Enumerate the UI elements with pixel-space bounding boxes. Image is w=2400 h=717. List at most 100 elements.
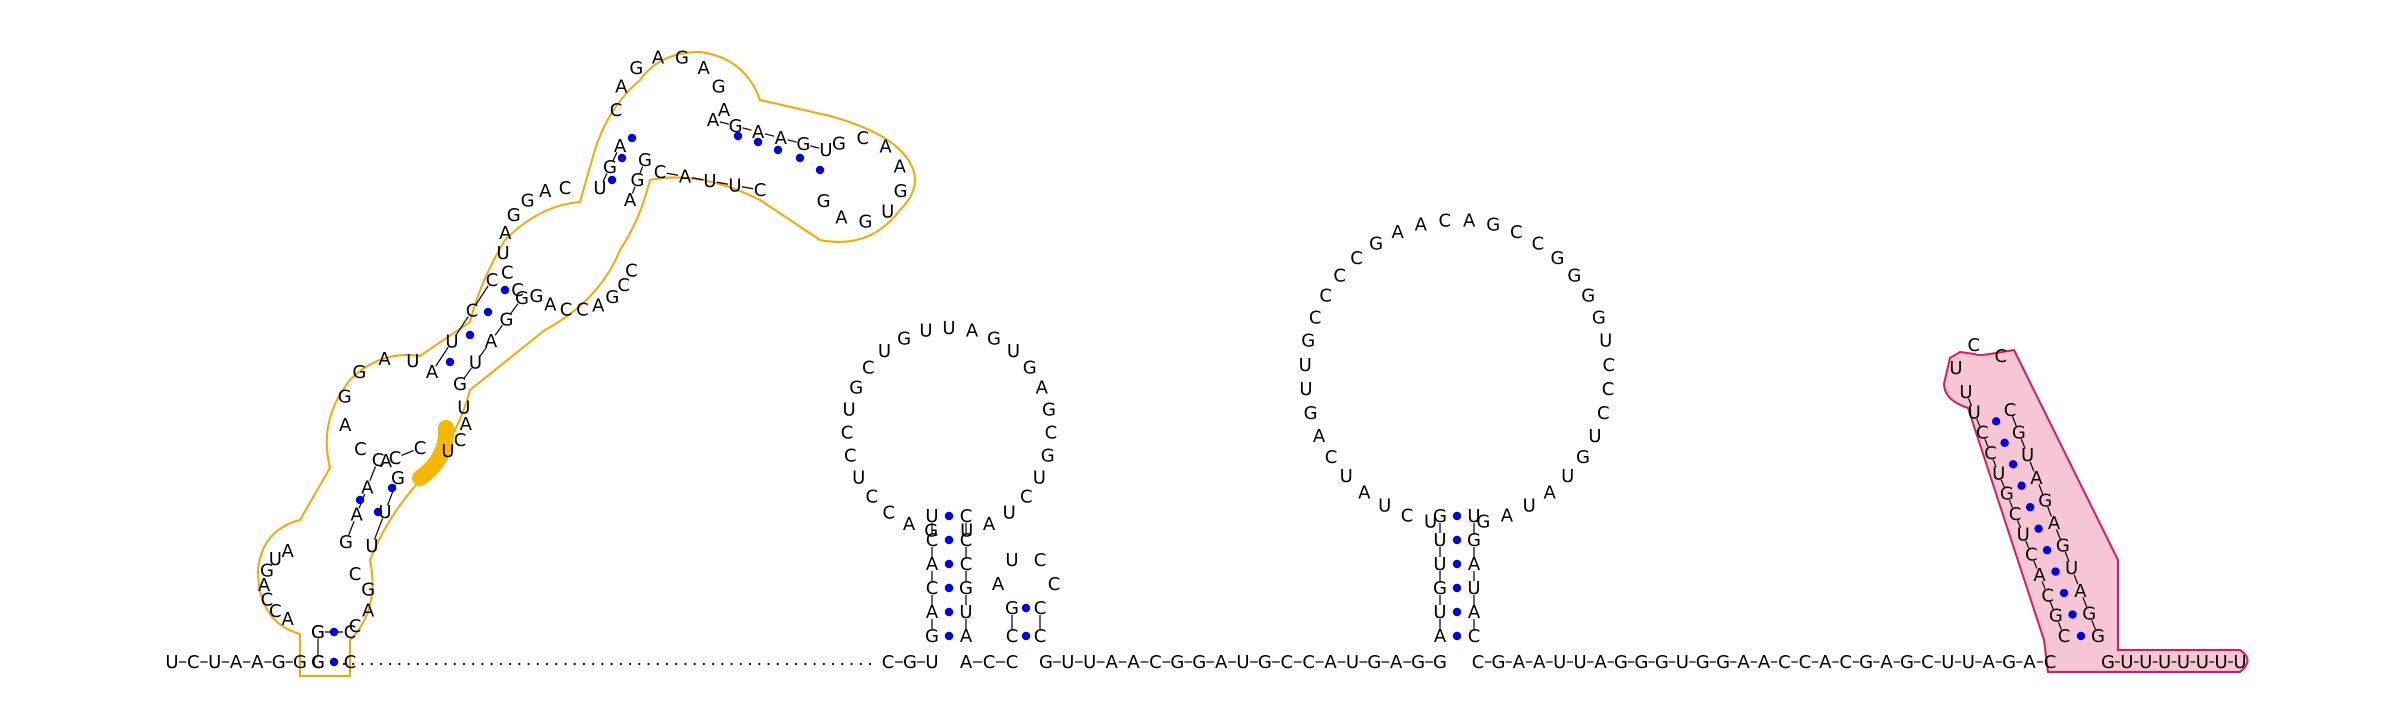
backbone-segment (631, 186, 636, 194)
tall-stem-3p: U (365, 536, 378, 557)
tall-branch-3p: A (679, 167, 692, 188)
hairpin-left-loop: U (269, 549, 282, 570)
linker-2-nucleotide: A (1533, 652, 1546, 673)
right-tail-nucleotide: U (2177, 652, 2190, 673)
hairpin-left-loop: G (260, 561, 274, 582)
backbone-lines (179, 121, 2233, 666)
right-tail-nucleotide: U (2215, 652, 2228, 673)
left-tail-nucleotide: U (208, 652, 221, 673)
unpaired-link-dot (656, 662, 659, 666)
right-tail-nucleotide: G (2101, 652, 2115, 673)
hairpin-1-stem-5p: A (926, 602, 939, 623)
base-pair-dot (1021, 631, 1031, 641)
hairpin-2-stem-3p: G (1467, 530, 1481, 551)
backbone-segment (435, 346, 449, 367)
hairpin-1-stem-5p: C (926, 530, 939, 551)
unpaired-link-dot (684, 662, 687, 666)
hairpin-right-stem-5p: G (2049, 606, 2063, 627)
unpaired-link-dot (776, 662, 779, 666)
hairpin-1-loop: U (878, 341, 891, 362)
linker-2-nucleotide: G (1655, 652, 1669, 673)
backbone-segment (639, 166, 644, 174)
hairpin-1-foot: G (903, 652, 917, 673)
hairpin-2-loop: U (1599, 331, 1612, 352)
linker-2-nucleotide: G (1859, 652, 1873, 673)
hairpin-2-loop: A (1392, 222, 1405, 243)
linker-2-nucleotide: A (1594, 652, 1607, 673)
backbone-segment (2008, 499, 2013, 508)
hairpin-2-stem-5p: A (1434, 626, 1447, 647)
tall-stem-5p: C (372, 450, 385, 471)
tall-stem-5p: A (614, 136, 627, 157)
hairpin-1-loop: U (842, 400, 855, 421)
unpaired-link-dot (545, 662, 549, 666)
hairpin-right-loop: C (1994, 346, 2007, 367)
base-pair-dot (617, 153, 627, 163)
right-tail-nucleotide: U (2139, 652, 2152, 673)
hairpin-left-stem: C (312, 652, 325, 673)
hairpin-2-stem-3p: A (1468, 554, 1481, 575)
hairpin-2-loop: U (1378, 496, 1391, 517)
backbone-segment (666, 172, 679, 176)
backbone-segment (2033, 560, 2038, 569)
right-tail-nucleotide: U (2158, 652, 2171, 673)
base-pair-dot (1452, 607, 1462, 617)
linker-1-nucleotide: G (1367, 652, 1381, 673)
hairpin-1-loop: G (1042, 400, 1056, 421)
tall-stem-3p: A (624, 190, 637, 211)
tall-branch-3p: C (654, 162, 667, 183)
hairpin-right-stem-3p: G (2012, 423, 2026, 444)
tall-interior-loop-2: C (501, 263, 514, 284)
hairpin-2-loop: C (1319, 285, 1332, 306)
backbone-segment (2000, 479, 2005, 488)
base-pair-dot (1452, 559, 1462, 569)
linker-2-nucleotide: G (1491, 652, 1505, 673)
unpaired-link-dot (481, 662, 484, 666)
hairpin-left-stem: G (311, 622, 325, 643)
base-pair-dot (1021, 603, 1031, 613)
unpaired-link-dot (582, 662, 586, 666)
hairpin-small-loop: U (1005, 550, 1018, 571)
base-pair-dot (944, 559, 954, 569)
hairpin-right-stem-5p: U (2017, 524, 2030, 545)
linker-2-nucleotide: A (1513, 652, 1526, 673)
unpaired-link-dot (361, 662, 364, 666)
backbone-segment (2017, 520, 2022, 529)
hairpin-right-stem-5p: U (1992, 463, 2005, 484)
hairpin-1-loop: G (849, 378, 863, 399)
hairpin-left-stem: C (344, 622, 357, 643)
highlight-regions (256, 50, 2249, 677)
backbone-segment (810, 145, 820, 149)
base-pair-dot (2017, 481, 2026, 490)
base-pair-dot (753, 137, 763, 147)
backbone-segment (716, 181, 729, 185)
tall-stem-3p: G (391, 468, 405, 489)
linker-1-nucleotide: G (1258, 652, 1272, 673)
unpaired-link-dot (453, 662, 456, 666)
tall-stem-5p: A (361, 477, 374, 498)
unpaired-link-dot (435, 662, 438, 666)
tall-hairpin-loop: G (629, 58, 643, 79)
hairpin-1-loop: U (1007, 341, 1020, 362)
hairpin-1-loop: C (1045, 423, 1058, 444)
tall-branch-3p: U (728, 176, 741, 197)
tall-stem-3p: G (500, 310, 514, 331)
unpaired-link-dot (721, 662, 724, 666)
backbone-segment (719, 121, 729, 125)
hairpin-2-loop: G (1476, 512, 1490, 533)
hairpin-left-loop: A (258, 575, 271, 596)
unpaired-link-dot (518, 662, 521, 666)
base-pair-dot (2034, 524, 2043, 533)
tall-interior-loop-2: G (605, 287, 619, 308)
unpaired-link-dot (610, 662, 613, 666)
base-pair-dot (795, 153, 805, 163)
linker-2-nucleotide: C (1472, 652, 1485, 673)
linker-2-nucleotide: U (1962, 652, 1975, 673)
hairpin-2-loop: G (1486, 214, 1500, 235)
linker-1-nucleotide: A (1106, 652, 1119, 673)
hairpin-1-loop: U (1003, 502, 1016, 523)
hairpin-1-loop: U (960, 520, 973, 541)
tall-interior-loop-2: A (499, 223, 512, 244)
hairpin-1-loop: C (862, 358, 875, 379)
